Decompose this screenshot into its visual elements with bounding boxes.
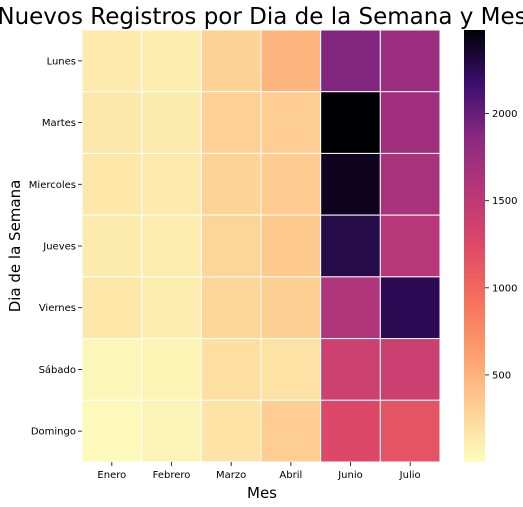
heatmap-cell <box>320 91 381 154</box>
heatmap-cell <box>141 214 202 278</box>
heatmap-cell <box>200 29 262 93</box>
y-tick-label: Domingo <box>31 427 76 438</box>
heatmap-cell <box>200 214 262 278</box>
heatmap-cell <box>320 152 381 216</box>
heatmap-cell <box>141 399 202 463</box>
heatmap-cell <box>379 399 441 463</box>
heatmap-cell <box>141 91 202 154</box>
heatmap-cell <box>379 214 441 278</box>
colorbar <box>464 30 485 462</box>
heatmap-cell <box>320 338 381 401</box>
heatmap-cell <box>81 29 143 93</box>
x-tick-label: Abril <box>279 470 302 481</box>
heatmap-cell <box>379 29 441 93</box>
heatmap-cell <box>320 214 381 278</box>
y-tick-label: Miercoles <box>29 180 76 191</box>
heatmap-cell <box>141 338 202 401</box>
heatmap-cell <box>81 152 143 216</box>
x-tick-label: Febrero <box>153 470 191 481</box>
x-tick-label: Marzo <box>216 470 246 481</box>
heatmap-cell <box>81 214 143 278</box>
colorbar-tick-label: 1000 <box>492 283 517 294</box>
heatmap-cell <box>200 276 262 340</box>
heatmap-cell <box>379 152 441 216</box>
heatmap-cell <box>260 29 322 93</box>
colorbar-tick-label: 500 <box>492 370 511 381</box>
heatmap-cell <box>260 214 322 278</box>
colorbar-tick-label: 1500 <box>492 196 517 207</box>
x-tick-label: Julio <box>399 470 421 481</box>
heatmap-cell <box>141 29 202 93</box>
y-tick-label: Viernes <box>39 303 76 314</box>
x-axis-label: Mes <box>247 484 277 502</box>
heatmap-cells <box>81 29 441 463</box>
y-tick-label: Jueves <box>42 242 76 253</box>
heatmap-cell <box>81 338 143 401</box>
y-axis-label: Dia de la Semana <box>6 180 24 313</box>
y-tick-label: Martes <box>42 118 76 129</box>
y-tick-label: Sábado <box>39 364 76 376</box>
heatmap-cell <box>260 152 322 216</box>
heatmap-cell <box>200 338 262 401</box>
heatmap-cell <box>260 276 322 340</box>
heatmap-cell <box>141 276 202 340</box>
y-tick-labels: Lunes Martes Miercoles Jueves Viernes Sábado D… <box>29 56 82 438</box>
heatmap-cell <box>200 152 262 216</box>
y-tick-label: Lunes <box>47 56 76 67</box>
x-tick-labels: Enero Febrero Marzo Abril Junio Julio <box>97 462 421 481</box>
colorbar-tick-label: 2000 <box>492 109 517 120</box>
heatmap-cell <box>200 91 262 154</box>
x-tick-label: Junio <box>337 470 363 481</box>
heatmap-cell <box>320 29 381 93</box>
heatmap-cell <box>81 91 143 154</box>
heatmap-cell <box>141 152 202 216</box>
heatmap-cell <box>379 276 441 340</box>
heatmap-cell <box>379 91 441 154</box>
heatmap-cell <box>260 338 322 401</box>
heatmap-cell <box>260 399 322 463</box>
heatmap-cell <box>200 399 262 463</box>
heatmap-cell <box>379 338 441 401</box>
heatmap-cell <box>320 276 381 340</box>
heatmap-cell <box>81 399 143 463</box>
heatmap-cell <box>260 91 322 154</box>
heatmap-cell <box>320 399 381 463</box>
colorbar-ticks: 500 1000 1500 2000 <box>485 109 517 381</box>
heatmap-cell <box>81 276 143 340</box>
x-tick-label: Enero <box>97 470 126 481</box>
chart-title: Nuevos Registros por Dia de la Semana y … <box>0 4 523 30</box>
